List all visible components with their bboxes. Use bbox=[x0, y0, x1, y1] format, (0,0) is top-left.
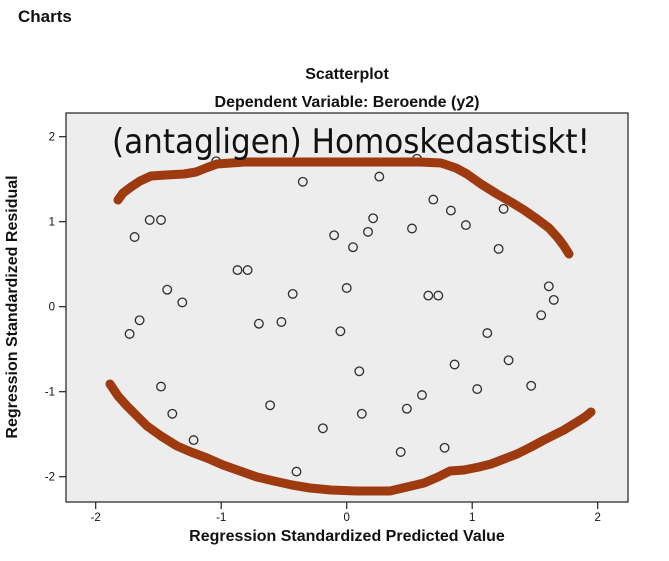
scatter-point bbox=[291, 466, 302, 477]
scatter-point bbox=[317, 423, 328, 434]
scatter-point bbox=[482, 328, 493, 339]
scatter-point bbox=[498, 203, 509, 214]
scatter-point bbox=[374, 171, 385, 182]
scatter-point bbox=[348, 242, 358, 253]
scatter-point bbox=[536, 310, 547, 321]
scatter-point bbox=[368, 213, 379, 224]
scatter-point bbox=[134, 315, 145, 326]
scatter-point bbox=[363, 226, 373, 237]
scatter-point bbox=[177, 297, 188, 308]
scatter-point bbox=[472, 384, 483, 395]
page-title: Charts bbox=[18, 7, 72, 26]
scatter-point bbox=[428, 194, 439, 205]
y-tick-label: 1 bbox=[49, 217, 55, 229]
freehand-curve bbox=[113, 157, 574, 259]
scatter-point bbox=[162, 284, 173, 295]
x-axis-ticks: -2 -1 0 1 2 bbox=[91, 502, 601, 524]
scatter-point bbox=[156, 215, 166, 225]
y-tick-label: -1 bbox=[45, 387, 55, 399]
x-tick-label: 1 bbox=[469, 512, 475, 524]
scatter-point bbox=[341, 283, 352, 293]
freehand-curve bbox=[105, 379, 596, 496]
scatter-point bbox=[401, 403, 412, 414]
x-tick-label: 0 bbox=[343, 512, 349, 524]
scatter-point bbox=[460, 220, 471, 231]
y-tick-label: -2 bbox=[45, 472, 55, 484]
scatter-point bbox=[129, 232, 140, 242]
scatter-point bbox=[287, 288, 298, 299]
scatter-point bbox=[265, 400, 276, 411]
scatter-point bbox=[356, 408, 367, 419]
y-axis-label: Regression Standardized Residual bbox=[4, 175, 21, 438]
x-tick-label: -1 bbox=[216, 512, 226, 524]
scatter-point bbox=[503, 355, 514, 366]
scatter-point bbox=[543, 281, 554, 292]
x-tick-label: -2 bbox=[91, 512, 101, 524]
scatter-point bbox=[417, 390, 427, 401]
scatter-point bbox=[445, 205, 456, 216]
x-axis-label: Regression Standardized Predicted Value bbox=[189, 528, 505, 545]
chart-title: Scatterplot bbox=[305, 66, 389, 83]
scatter-point bbox=[354, 366, 365, 377]
scatter-point bbox=[232, 265, 243, 276]
scatter-point bbox=[433, 290, 444, 301]
scatter-point bbox=[253, 318, 264, 329]
scatter-point bbox=[407, 223, 417, 234]
y-tick-label: 2 bbox=[49, 132, 55, 144]
y-axis-ticks: 2 1 0 -1 -2 bbox=[45, 132, 66, 484]
scatter-point bbox=[449, 359, 460, 370]
scatter-point bbox=[395, 447, 406, 457]
scatter-point bbox=[124, 328, 135, 339]
freehand-envelope-curves bbox=[105, 157, 596, 496]
x-tick-label: 2 bbox=[594, 512, 600, 524]
annotation-text: (antagligen) Homoskedastiskt! bbox=[112, 122, 590, 162]
scatter-point bbox=[526, 380, 537, 391]
scatter-point bbox=[144, 215, 155, 225]
scatter-points bbox=[124, 153, 559, 477]
scatter-point bbox=[167, 408, 178, 419]
scatter-point bbox=[329, 230, 340, 241]
scatter-point bbox=[188, 435, 199, 446]
y-tick-label: 0 bbox=[49, 302, 55, 314]
scatter-point bbox=[276, 317, 287, 327]
scatter-point bbox=[439, 442, 450, 453]
scatter-point bbox=[242, 265, 253, 276]
scatter-point bbox=[548, 294, 559, 305]
scatter-point bbox=[335, 326, 346, 337]
chart-subtitle: Dependent Variable: Beroende (y2) bbox=[215, 94, 480, 111]
scatter-point bbox=[493, 243, 504, 254]
scatter-point bbox=[297, 176, 308, 187]
scatter-point bbox=[423, 290, 434, 301]
scatter-point bbox=[156, 381, 166, 392]
